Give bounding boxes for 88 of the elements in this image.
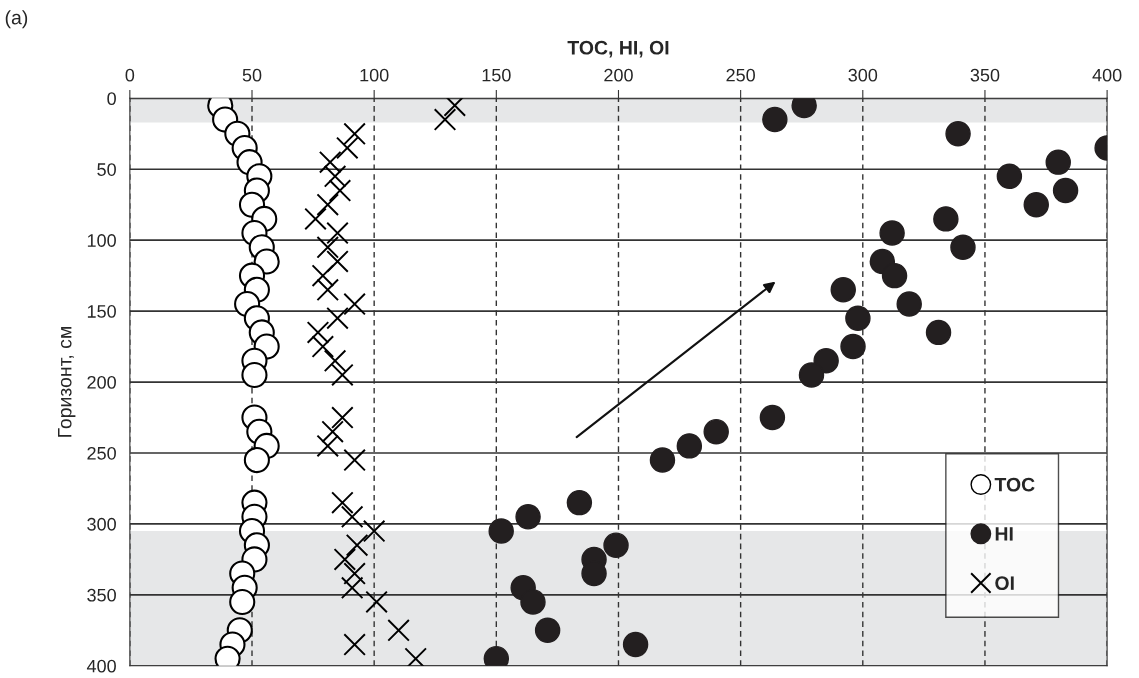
point: [311, 264, 335, 287]
point: [316, 434, 340, 458]
point: [520, 589, 546, 615]
point: [316, 236, 340, 259]
point: [566, 489, 593, 516]
x-axis-title: TOC, HI, OI: [567, 40, 669, 58]
legend-label: OI: [995, 576, 1014, 591]
point: [343, 122, 366, 146]
y-tick-label: 400: [86, 659, 116, 673]
point: [798, 362, 825, 388]
legend-label: TOC: [994, 477, 1035, 492]
point: [306, 321, 330, 344]
y-tick-label: 150: [87, 305, 116, 318]
point: [365, 590, 388, 614]
point: [759, 404, 786, 431]
point: [304, 207, 327, 231]
point: [323, 165, 347, 188]
point: [925, 319, 952, 346]
point: [881, 262, 908, 289]
y-tick-label: 100: [87, 234, 116, 247]
point: [933, 206, 959, 232]
y-tick-label: 250: [87, 446, 116, 460]
point: [316, 278, 340, 302]
point: [331, 491, 354, 514]
y-tick-label: 300: [87, 517, 116, 531]
legend-label: HI: [995, 527, 1013, 541]
point: [387, 619, 410, 642]
x-tick-label: 0: [125, 68, 135, 82]
point: [703, 418, 729, 445]
point: [676, 433, 703, 459]
point: [433, 108, 457, 131]
point: [762, 106, 788, 133]
point: [649, 447, 676, 473]
point: [316, 193, 340, 216]
x-tick-label: 50: [242, 68, 262, 82]
point: [830, 277, 856, 303]
point: [318, 150, 342, 174]
point: [326, 306, 349, 330]
point: [945, 121, 971, 147]
point: [241, 361, 268, 389]
point: [603, 532, 629, 558]
y-tick-label: 350: [87, 588, 116, 602]
y-axis-title: Горизонт, см: [58, 327, 76, 437]
point: [321, 420, 344, 443]
point: [336, 136, 359, 160]
point: [996, 163, 1023, 190]
x-tick-label: 400: [1092, 68, 1122, 82]
point: [343, 448, 366, 472]
point: [323, 349, 347, 373]
point: [328, 179, 352, 202]
point: [333, 548, 357, 571]
point: [1023, 191, 1049, 218]
point: [1045, 149, 1071, 175]
point: [813, 348, 839, 374]
point: [343, 292, 366, 316]
y-tick-label: 0: [107, 92, 116, 106]
point: [840, 333, 866, 360]
x-tick-label: 300: [848, 68, 878, 82]
x-tick-label: 200: [604, 68, 633, 82]
point: [362, 519, 386, 543]
point: [950, 234, 976, 260]
point: [340, 505, 364, 529]
point: [311, 335, 335, 358]
point: [534, 617, 561, 644]
x-tick-label: 350: [970, 68, 1000, 82]
x-tick-label: 100: [360, 68, 389, 82]
point: [845, 305, 871, 331]
point: [326, 250, 349, 273]
point: [340, 576, 364, 600]
x-tick-label: 250: [726, 68, 755, 82]
x-tick-label: 150: [482, 68, 511, 82]
point: [345, 533, 369, 557]
point: [622, 631, 649, 658]
text: (a): [5, 10, 28, 29]
point: [343, 633, 366, 656]
point: [243, 447, 270, 474]
point: [331, 363, 354, 387]
y-tick-label: 50: [97, 163, 116, 176]
point: [488, 518, 514, 544]
y-tick-label: 200: [87, 375, 116, 389]
point: [331, 406, 354, 429]
point: [229, 588, 256, 616]
point: [515, 504, 541, 530]
point: [1052, 177, 1079, 204]
point: [326, 221, 349, 245]
point: [896, 291, 922, 317]
point: [343, 562, 366, 585]
point: [879, 220, 905, 246]
